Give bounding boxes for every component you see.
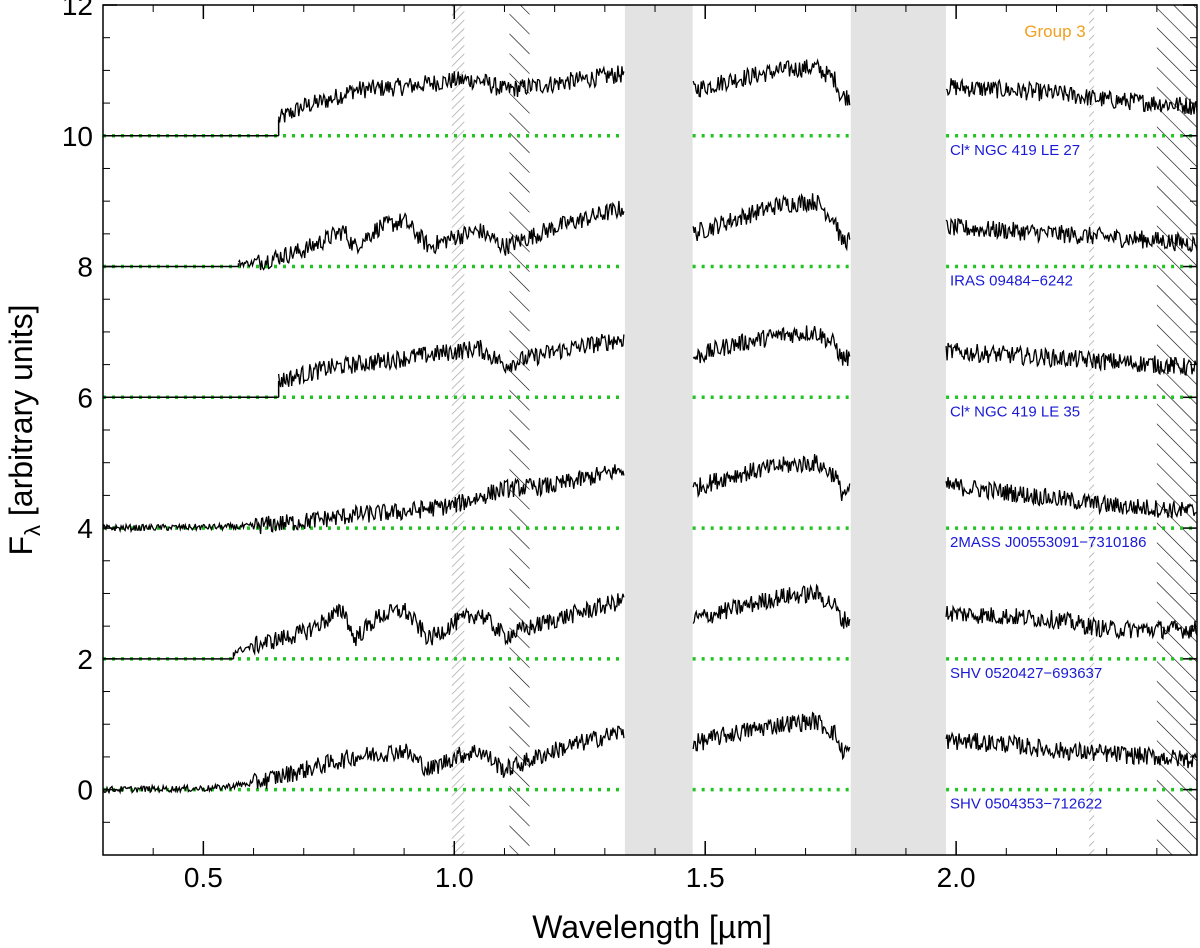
spectrum-label-4: SHV 0520427−693637 <box>950 665 1102 682</box>
y-axis-title: Fλ [arbitrary units] <box>3 304 45 555</box>
spectrum-label-3: 2MASS J00553091−7310186 <box>950 534 1146 551</box>
x-tick-label-3: 2.0 <box>937 862 976 893</box>
y-axis-title-main: F <box>3 536 39 556</box>
spectrum-label-5: SHV 0504353−712622 <box>950 796 1102 813</box>
x-tick-label-1: 1.0 <box>435 862 474 893</box>
x-tick-label-2: 1.5 <box>686 862 725 893</box>
spectrum-labels: Cl* NGC 419 LE 27 IRAS 09484−6242 Cl* NGC … <box>950 142 1146 813</box>
x-tick-label-0: 0.5 <box>184 862 223 893</box>
hatched-band-black-0 <box>509 5 530 855</box>
wavelength-bands <box>451 5 1197 855</box>
y-axis-ticks: 0 2 4 6 8 10 12 <box>62 0 1197 856</box>
y-tick-label-1: 2 <box>77 644 93 675</box>
spectrum-label-1: IRAS 09484−6242 <box>950 273 1073 290</box>
y-tick-label-3: 6 <box>77 382 93 413</box>
spectrum-label-0: Cl* NGC 419 LE 27 <box>950 142 1080 159</box>
telluric-gap-0 <box>624 5 693 855</box>
y-tick-label-2: 4 <box>77 513 93 544</box>
y-axis-title-rest: [arbitrary units] <box>3 304 39 525</box>
telluric-gap-1 <box>850 5 947 855</box>
y-tick-label-4: 8 <box>77 252 93 283</box>
spectra-lines <box>103 58 1197 795</box>
zero-baselines <box>103 134 1197 792</box>
spectrum-label-2: Cl* NGC 419 LE 35 <box>950 403 1080 420</box>
spectrum-4 <box>233 583 1197 657</box>
spectrum-5 <box>103 711 1197 795</box>
y-tick-label-5: 10 <box>62 121 93 152</box>
hatched-band-gray-1 <box>1089 5 1095 855</box>
hatched-band-gray-0 <box>451 5 465 855</box>
y-tick-label-6: 12 <box>62 0 93 21</box>
spectrum-0 <box>277 58 1197 123</box>
group-label: Group 3 <box>1024 22 1085 41</box>
spectrum-2 <box>277 325 1197 388</box>
spectrum-3 <box>103 454 1197 535</box>
y-tick-label-0: 0 <box>77 775 93 806</box>
y-axis-title-subscript: λ <box>20 525 45 536</box>
x-axis-ticks: 0.5 1.0 1.5 2.0 <box>102 5 1158 893</box>
x-axis-title: Wavelength [µm] <box>532 909 772 945</box>
spectrum-1 <box>237 192 1197 271</box>
